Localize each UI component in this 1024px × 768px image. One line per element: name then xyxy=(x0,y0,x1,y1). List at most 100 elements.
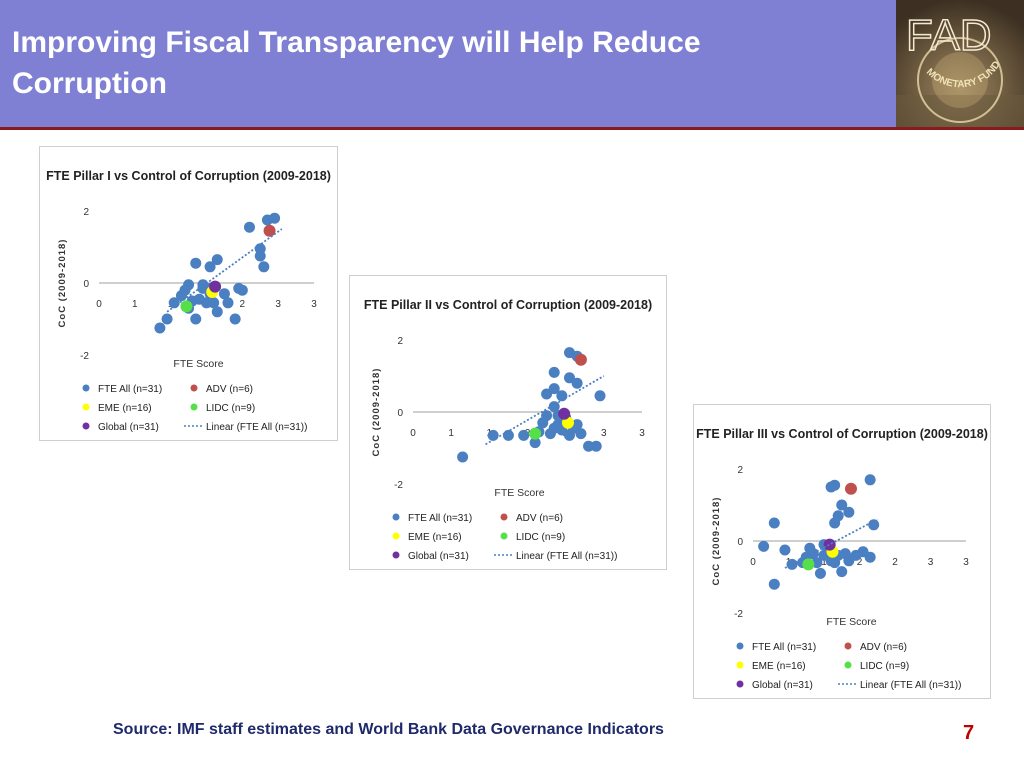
x-axis-label: FTE Score xyxy=(826,616,876,628)
point-fte_all xyxy=(211,254,223,266)
logo-wordmark: FAD xyxy=(906,11,992,60)
point-fte_all xyxy=(864,551,876,563)
chart-pillar-3: FTE Pillar III vs Control of Corruption … xyxy=(693,404,991,699)
y-axis-label: CoC (2009-2018) xyxy=(711,497,722,586)
point-fte_all xyxy=(258,261,270,273)
chart-2-svg: FTE Pillar III vs Control of Corruption … xyxy=(696,427,988,691)
x-tick-label: 0 xyxy=(750,557,756,568)
chart-1-svg: FTE Pillar II vs Control of Corruption (… xyxy=(364,298,652,562)
point-fte_all xyxy=(236,284,248,296)
x-tick-label: 3 xyxy=(311,299,317,310)
slide-title-line-1: Improving Fiscal Transparency will Help … xyxy=(12,26,701,59)
point-fte_all xyxy=(269,212,281,224)
x-tick-label: 0 xyxy=(410,428,416,439)
legend-marker-lidc xyxy=(844,661,852,669)
point-fte_all xyxy=(836,499,848,511)
y-tick-label: -2 xyxy=(394,480,403,491)
point-fte_all xyxy=(229,313,241,325)
x-tick-label: 3 xyxy=(601,428,607,439)
point-fte_all xyxy=(758,540,770,552)
point-fte_all xyxy=(786,558,798,570)
legend-label: EME (n=16) xyxy=(98,403,152,414)
x-tick-label: 3 xyxy=(928,557,934,568)
point-fte_all xyxy=(457,451,469,463)
point-fte_all xyxy=(556,390,568,402)
point-fte_all xyxy=(594,390,606,402)
chart-pillar-2: FTE Pillar II vs Control of Corruption (… xyxy=(349,275,667,570)
legend-label: Global (n=31) xyxy=(752,680,813,691)
legend-label: EME (n=16) xyxy=(752,661,806,672)
point-global xyxy=(209,280,222,293)
point-fte_all xyxy=(807,548,819,560)
legend-marker-global xyxy=(82,422,90,430)
y-tick-label: -2 xyxy=(80,351,89,362)
title-banner xyxy=(0,0,896,127)
point-eme xyxy=(561,416,574,429)
point-fte_all xyxy=(571,419,583,431)
legend-label: FTE All (n=31) xyxy=(98,384,162,395)
legend-marker-global xyxy=(736,680,744,688)
point-fte_all xyxy=(154,322,166,334)
point-fte_all xyxy=(563,372,575,384)
slide-title-line-2: Corruption xyxy=(12,67,167,100)
chart-pillar-1: FTE Pillar I vs Control of Corruption (2… xyxy=(39,146,338,441)
legend-label: ADV (n=6) xyxy=(860,642,907,653)
x-tick-label: 3 xyxy=(639,428,645,439)
x-axis-label: FTE Score xyxy=(173,358,223,370)
legend-marker-lidc xyxy=(190,403,198,411)
trendline xyxy=(485,375,605,446)
y-tick-label: 2 xyxy=(397,336,403,347)
y-tick-label: 0 xyxy=(83,279,89,290)
point-lidc xyxy=(529,427,542,440)
chart-title: FTE Pillar II vs Control of Corruption (… xyxy=(364,298,652,312)
x-tick-label: 1 xyxy=(448,428,454,439)
chart-0-svg: FTE Pillar I vs Control of Corruption (2… xyxy=(46,169,331,433)
x-tick-label: 1 xyxy=(132,299,138,310)
y-tick-label: 0 xyxy=(397,408,403,419)
point-fte_all xyxy=(190,313,202,325)
legend-label: Linear (FTE All (n=31)) xyxy=(860,680,961,691)
legend-marker-eme xyxy=(392,532,400,540)
point-fte_all xyxy=(222,297,234,309)
point-fte_all xyxy=(541,388,553,400)
chart-title: FTE Pillar III vs Control of Corruption … xyxy=(696,427,988,441)
point-fte_all xyxy=(864,474,876,486)
legend-marker-adv xyxy=(844,642,852,650)
point-lidc xyxy=(802,558,815,571)
point-fte_all xyxy=(502,429,514,441)
legend-label: Global (n=31) xyxy=(98,422,159,433)
legend-marker-lidc xyxy=(500,532,508,540)
page-number: 7 xyxy=(963,722,975,744)
x-tick-label: 1 xyxy=(821,557,827,568)
y-axis-label: CoC (2009-2018) xyxy=(371,368,382,457)
legend-label: Global (n=31) xyxy=(408,551,469,562)
point-fte_all xyxy=(583,440,595,452)
point-fte_all xyxy=(829,479,841,491)
legend-label: ADV (n=6) xyxy=(516,513,563,524)
legend-marker-fte_all xyxy=(736,642,744,650)
legend-label: LIDC (n=9) xyxy=(860,661,909,672)
point-adv xyxy=(574,353,587,366)
legend-marker-eme xyxy=(82,403,90,411)
legend-marker-global xyxy=(392,551,400,559)
y-axis-label: CoC (2009-2018) xyxy=(57,239,68,328)
point-global xyxy=(558,407,571,420)
point-fte_all xyxy=(836,566,848,578)
point-fte_all xyxy=(254,250,266,262)
legend-marker-adv xyxy=(500,513,508,521)
point-fte_all xyxy=(541,410,553,422)
header-divider xyxy=(0,127,1024,130)
point-fte_all xyxy=(518,429,530,441)
x-tick-label: 3 xyxy=(275,299,281,310)
point-fte_all xyxy=(161,313,173,325)
point-fte_all xyxy=(779,544,791,556)
point-fte_all xyxy=(204,261,216,273)
legend-marker-fte_all xyxy=(82,384,90,392)
point-fte_all xyxy=(218,288,230,300)
legend-marker-eme xyxy=(736,661,744,669)
point-fte_all xyxy=(183,279,195,291)
point-adv xyxy=(263,224,276,237)
y-tick-label: 2 xyxy=(83,207,89,218)
legend-marker-adv xyxy=(190,384,198,392)
x-tick-label: 2 xyxy=(892,557,898,568)
